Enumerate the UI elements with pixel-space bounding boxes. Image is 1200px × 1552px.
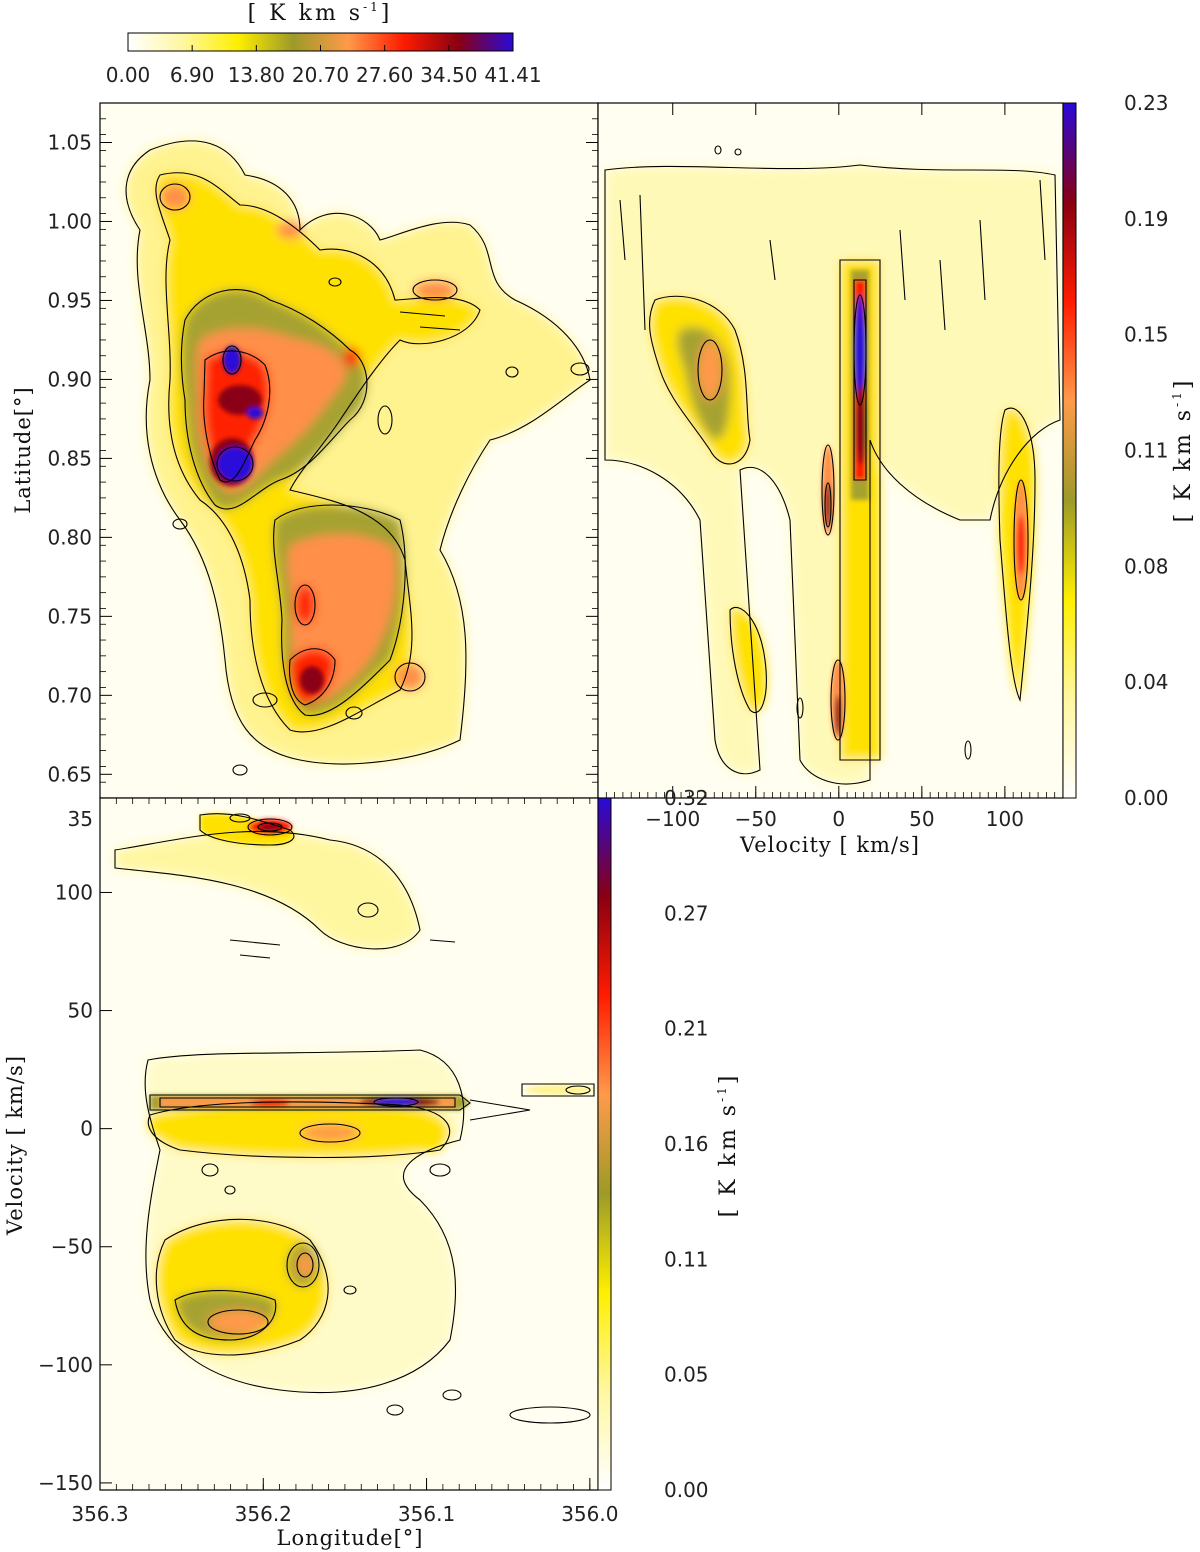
lat-vel-colorbar-label: [ K km s-1] (1170, 378, 1196, 523)
lat-tick-label: 0.65 (47, 762, 92, 786)
vel-lon-emission (114, 813, 595, 1424)
cbar-tick-label: 0.00 (1124, 786, 1169, 810)
lat-vel-x-ticks: −100 −50 0 50 100 (597, 103, 1064, 831)
vel-lon-colorbar-label: [ K km s-1] (715, 1073, 741, 1218)
moment0-panel: 0.65 0.70 0.75 0.80 0.85 0.90 0.95 1.00 1.05 Lat… (11, 102, 599, 799)
vel-lon-y-tick-fragment: 35 (68, 807, 93, 831)
lat-tick-label: 0.95 (47, 288, 92, 312)
moment0-colorbar-ticks: 0.00 6.90 13.80 20.70 27.60 34.50 41.41 (106, 45, 542, 87)
cbar-tick-label: 0.11 (1124, 439, 1169, 463)
lat-vel-x-label: Velocity [ km/s] (739, 833, 920, 857)
lat-tick-label: 0.80 (47, 525, 92, 549)
vel-lon-y-ticks: −150 −100 −50 0 50 100 (38, 880, 112, 1495)
lon-tick-label: 356.0 (561, 1502, 618, 1526)
cbar-tick-label: 13.80 (228, 63, 285, 87)
cbar-tick-label: 27.60 (356, 63, 413, 87)
cbar-tick-label: 0.00 (664, 1478, 709, 1502)
lon-tick-label: 356.2 (235, 1502, 292, 1526)
vel-lon-panel: 356.3 356.2 356.1 356.0 −150 −100 −50 0 50 100 3… (3, 786, 741, 1550)
cbar-tick-label: 20.70 (292, 63, 349, 87)
moment0-y-ticks: 0.65 0.70 0.75 0.80 0.85 0.90 0.95 1.00 1.05 (47, 102, 598, 799)
moment0-emission (125, 140, 591, 776)
cbar-tick-label: 0.27 (664, 901, 709, 925)
cbar-tick-label: 0.16 (664, 1132, 709, 1156)
lat-tick-label: 1.05 (47, 130, 92, 154)
lon-tick-label: 356.1 (398, 1502, 455, 1526)
lon-tick-label: 356.3 (71, 1502, 128, 1526)
vlon-tick-label: 50 (68, 999, 93, 1023)
cbar-tick-label: 0.19 (1124, 207, 1169, 231)
lat-vel-colorbar-bar (1062, 102, 1077, 799)
vel-lon-y-label: Velocity [ km/s] (3, 1055, 27, 1236)
vel-tick-label: 100 (986, 807, 1024, 831)
lat-tick-label: 0.70 (47, 683, 92, 707)
cbar-tick-label: 0.32 (664, 786, 709, 810)
lat-tick-label: 0.85 (47, 446, 92, 470)
vlon-tick-label: −50 (51, 1235, 93, 1259)
vel-tick-label: −100 (645, 807, 700, 831)
cbar-tick-label: 0.15 (1124, 323, 1169, 347)
vel-lon-colorbar-bar (597, 797, 612, 1491)
cbar-tick-label: 0.21 (664, 1017, 709, 1041)
lat-vel-colorbar-ticks: 0.00 0.04 0.08 0.11 0.15 0.19 0.23 (1124, 91, 1169, 810)
lat-vel-emission (604, 145, 1061, 785)
lat-tick-label: 1.00 (47, 209, 92, 233)
vel-tick-label: 0 (832, 807, 845, 831)
lat-tick-label: 0.90 (47, 367, 92, 391)
cbar-tick-label: 41.41 (484, 63, 541, 87)
vel-lon-x-label: Longitude[°] (277, 1526, 424, 1550)
cbar-tick-label: 0.23 (1124, 91, 1169, 115)
moment0-colorbar-label: [ K km s-1] (248, 0, 393, 26)
moment0-colorbar: [ K km s-1] 0.00 6.90 13.80 20.70 27.60 34.50… (106, 0, 542, 87)
cbar-tick-label: 0.05 (664, 1363, 709, 1387)
vlon-tick-label: −150 (38, 1471, 93, 1495)
cbar-tick-label: 34.50 (420, 63, 477, 87)
vlon-tick-label: −100 (38, 1353, 93, 1377)
cbar-tick-label: 0.00 (106, 63, 151, 87)
lat-tick-label: 0.75 (47, 604, 92, 628)
cbar-tick-label: 0.08 (1124, 554, 1169, 578)
cbar-tick-label: 0.04 (1124, 670, 1169, 694)
vel-lon-colorbar-ticks: 0.00 0.05 0.11 0.16 0.21 0.27 0.32 (664, 786, 709, 1502)
vlon-tick-label: 100 (55, 880, 93, 904)
cbar-tick-label: 6.90 (170, 63, 215, 87)
vel-tick-label: −50 (735, 807, 777, 831)
moment0-y-label: Latitude[°] (11, 386, 35, 513)
vel-lon-x-ticks: 356.3 356.2 356.1 356.0 (71, 798, 618, 1526)
vlon-tick-label: 0 (80, 1117, 93, 1141)
vel-tick-label: 50 (909, 807, 934, 831)
cbar-tick-label: 0.11 (664, 1247, 709, 1271)
